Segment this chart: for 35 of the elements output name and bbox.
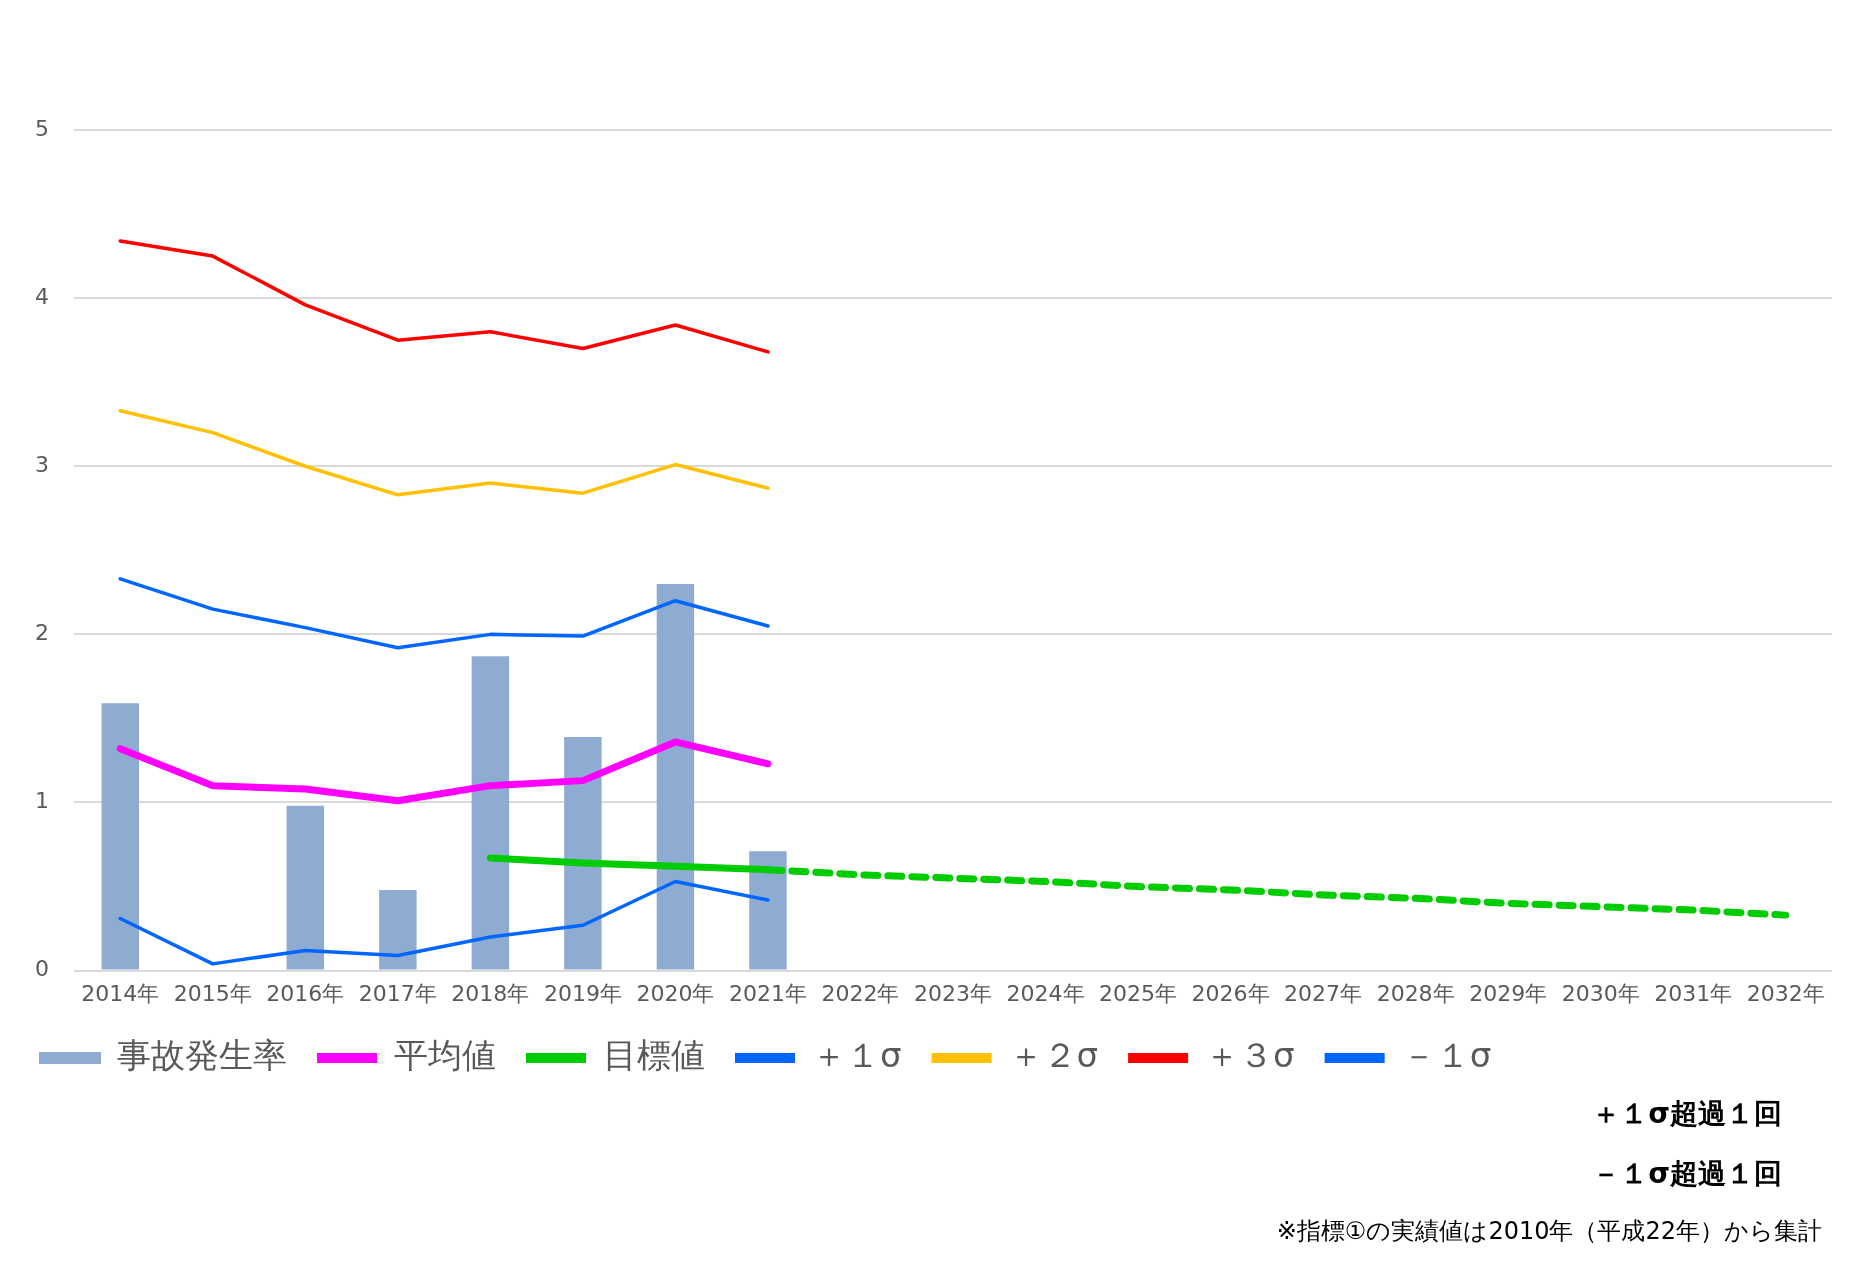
y-tick-label: 4 [35, 283, 49, 309]
x-tick-label: 2018年 [451, 980, 530, 1006]
x-tick-label: 2016年 [266, 980, 345, 1006]
legend-label: 事故発生率 [117, 1034, 287, 1075]
x-tick-label: 2019年 [543, 980, 622, 1006]
legend-label: ＋１σ [812, 1034, 902, 1075]
text: ＋１σ超過１回 [1591, 1096, 1782, 1132]
x-tick-label: 2020年 [636, 980, 715, 1006]
y-tick-label: 5 [35, 115, 49, 141]
text: ※指標①の実績値は2010年（平成22年）から集計 [1276, 1216, 1822, 1247]
legend-label: ＋２σ [1008, 1034, 1099, 1075]
x-tick-label: 2022年 [821, 980, 900, 1006]
x-tick-label: 2021年 [728, 980, 807, 1006]
x-tick-label: 2029年 [1469, 980, 1548, 1006]
legend-label: －１σ [1401, 1034, 1492, 1075]
x-tick-label: 2030年 [1561, 980, 1640, 1006]
text: －１σ超過１回 [1591, 1156, 1782, 1192]
x-tick-label: 2031年 [1654, 980, 1733, 1006]
y-tick-label: 1 [35, 788, 49, 814]
y-tick-label: 2 [35, 620, 49, 646]
x-tick-label: 2015年 [173, 980, 252, 1006]
x-tick-label: 2027年 [1284, 980, 1363, 1006]
y-tick-label: 3 [35, 451, 49, 477]
x-tick-label: 2014年 [81, 980, 160, 1006]
x-tick-label: 2026年 [1191, 980, 1270, 1006]
y-tick-label: 0 [35, 956, 49, 982]
legend-label: 目標値 [603, 1034, 705, 1075]
x-tick-label: 2025年 [1099, 980, 1178, 1006]
x-tick-label: 2024年 [1006, 980, 1085, 1006]
x-tick-label: 2032年 [1746, 980, 1825, 1006]
legend-label: ＋３σ [1205, 1034, 1295, 1075]
legend-label: 平均値 [394, 1034, 496, 1075]
x-tick-label: 2017年 [358, 980, 437, 1006]
x-tick-label: 2028年 [1376, 980, 1455, 1006]
x-tick-label: 2023年 [914, 980, 992, 1006]
